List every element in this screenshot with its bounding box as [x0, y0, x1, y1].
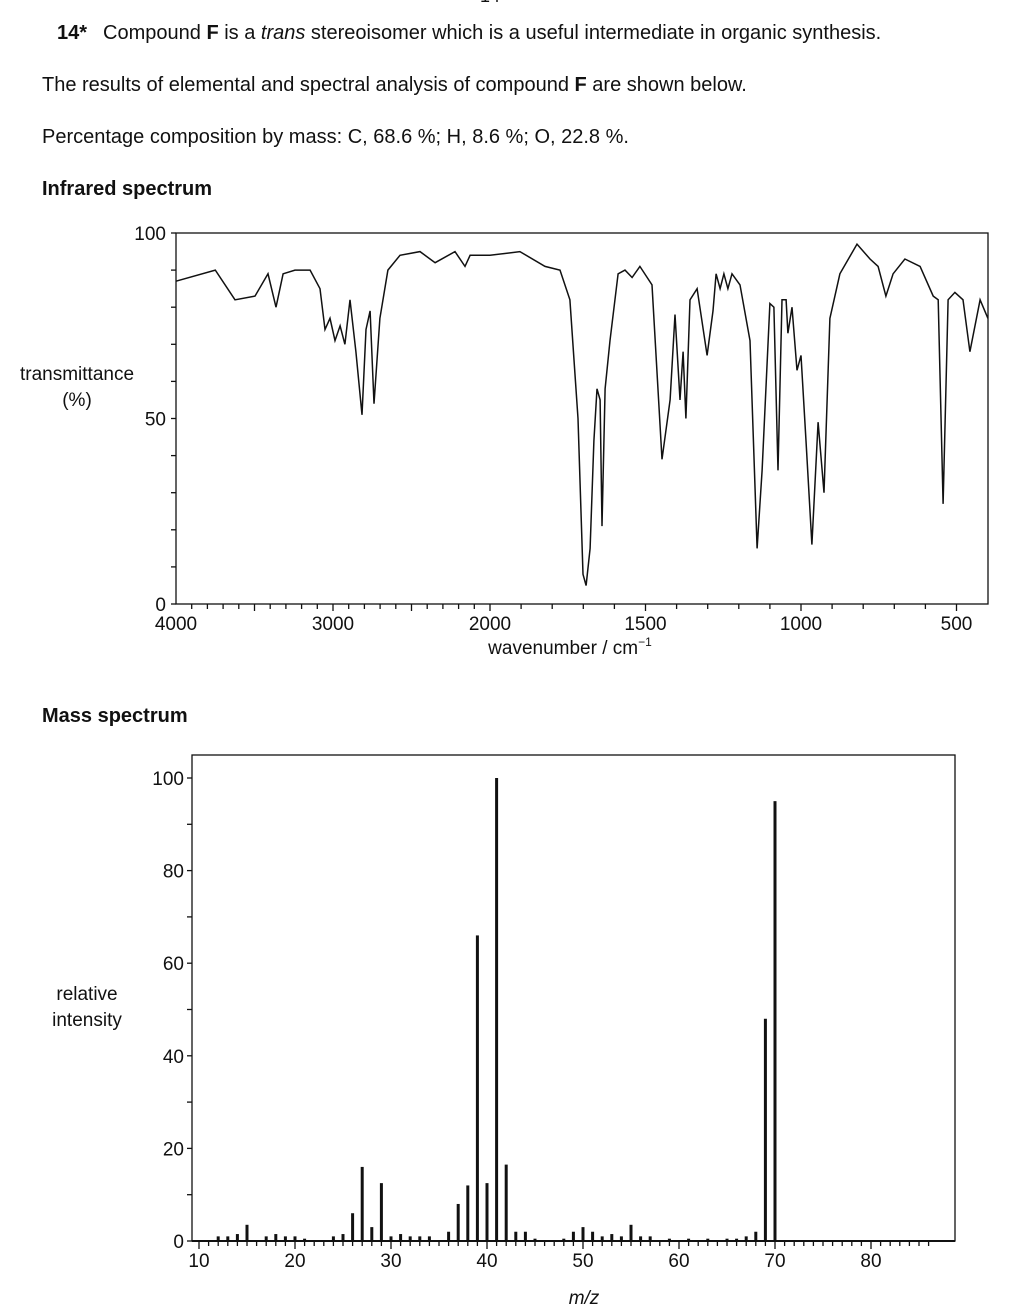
- intro-bold: F: [574, 74, 587, 96]
- q-bold: F: [206, 22, 219, 44]
- ms-x-tick-label: 10: [188, 1251, 209, 1272]
- ir-x-tick-label: 500: [941, 614, 973, 635]
- ir-y-tick-label: 50: [145, 410, 166, 431]
- ir-y-label-unit: (%): [62, 390, 92, 411]
- ms-bar: [639, 1236, 643, 1241]
- ms-bar: [341, 1234, 345, 1241]
- ms-bar: [427, 1236, 431, 1241]
- q-mid: is a: [218, 22, 261, 44]
- ms-x-tick-label: 20: [284, 1251, 305, 1272]
- q-italic: trans: [260, 22, 306, 44]
- ms-bar: [754, 1231, 758, 1241]
- composition: Percentage composition by mass: C, 68.6 …: [42, 126, 629, 148]
- ms-y-tick-label: 80: [163, 862, 184, 883]
- ms-bar: [581, 1227, 585, 1241]
- ms-bar: [283, 1236, 287, 1241]
- ms-bar: [216, 1236, 220, 1241]
- ms-bar: [706, 1238, 710, 1241]
- intro-pre: The results of elemental and spectral an…: [42, 74, 575, 96]
- ms-y-tick-label: 100: [152, 769, 184, 790]
- ms-bar: [514, 1231, 518, 1241]
- ir-y-label: transmittance: [20, 364, 134, 385]
- ir-x-tick-label: 3000: [312, 614, 354, 635]
- ms-y-tick-label: 40: [163, 1047, 184, 1068]
- ms-bar: [629, 1224, 633, 1241]
- ms-bar: [379, 1183, 383, 1241]
- ms-bar: [648, 1236, 652, 1241]
- ms-bar: [456, 1203, 460, 1241]
- ms-bar: [667, 1238, 671, 1241]
- ms-bar: [293, 1236, 297, 1241]
- ms-x-tick-label: 70: [764, 1251, 785, 1272]
- ms-bar: [562, 1238, 566, 1241]
- ir-x-tick-label: 1500: [624, 614, 666, 635]
- ir-spectrum-line: [175, 242, 989, 586]
- ms-bar: [687, 1238, 691, 1241]
- ms-bar: [619, 1236, 623, 1241]
- ms-bar: [763, 1018, 767, 1241]
- ms-y-label: relative: [56, 984, 117, 1005]
- ms-bar: [245, 1224, 249, 1241]
- ir-x-label: wavenumber / cm−1: [487, 635, 652, 659]
- ms-bar: [351, 1213, 355, 1241]
- ms-bar: [495, 778, 499, 1241]
- ms-bar: [744, 1236, 748, 1241]
- ms-bar: [408, 1236, 412, 1241]
- ir-x-tick-label: 2000: [469, 614, 511, 635]
- ms-bar: [485, 1183, 489, 1241]
- ms-x-tick-label: 50: [572, 1251, 593, 1272]
- ms-bar: [303, 1238, 307, 1241]
- ir-x-tick-label: 1000: [780, 614, 822, 635]
- q-post: stereoisomer which is a useful intermedi…: [305, 22, 882, 44]
- ms-bar: [610, 1234, 614, 1241]
- ms-bar: [504, 1164, 508, 1241]
- ms-bar: [773, 801, 777, 1241]
- ms-bar: [264, 1236, 268, 1241]
- ms-bar: [725, 1238, 729, 1241]
- q-pre: Compound: [103, 22, 207, 44]
- ms-bar: [235, 1234, 239, 1241]
- ms-bar: [389, 1236, 393, 1241]
- ir-heading: Infrared spectrum: [42, 178, 213, 200]
- ms-bar: [466, 1185, 470, 1241]
- ms-bar: [533, 1238, 537, 1241]
- ms-x-tick-label: 30: [380, 1251, 401, 1272]
- ms-bar: [226, 1236, 230, 1241]
- ms-x-tick-label: 80: [860, 1251, 881, 1272]
- ms-bar: [591, 1231, 595, 1241]
- ms-bar: [523, 1231, 527, 1241]
- ms-y-tick-label: 60: [163, 954, 184, 975]
- ms-frame: [191, 754, 956, 1242]
- ms-bar: [370, 1227, 374, 1241]
- ir-y-tick-label: 100: [134, 224, 166, 245]
- ms-bar: [600, 1236, 604, 1241]
- ms-y-tick-label: 0: [173, 1232, 184, 1253]
- ms-y-tick-label: 20: [163, 1139, 184, 1160]
- ms-bar: [447, 1231, 451, 1241]
- ms-heading: Mass spectrum: [42, 705, 188, 727]
- ms-x-tick-label: 60: [668, 1251, 689, 1272]
- intro-text: The results of elemental and spectral an…: [42, 74, 747, 97]
- page-number: 14: [480, 0, 500, 7]
- ms-bar: [274, 1234, 278, 1241]
- ms-x-label: m/z: [569, 1288, 600, 1306]
- intro-post: are shown below.: [586, 74, 747, 96]
- ir-y-tick-label: 0: [155, 595, 166, 616]
- ms-bar: [475, 935, 479, 1241]
- question-text: 14* Compound F is a trans stereoisomer wh…: [57, 22, 881, 45]
- ms-y-label-2: intensity: [52, 1010, 122, 1031]
- ir-x-tick-label: 4000: [155, 614, 197, 635]
- ms-bar: [418, 1236, 422, 1241]
- question-number: 14*: [57, 22, 88, 44]
- ms-bar: [735, 1238, 739, 1241]
- ms-x-tick-label: 40: [476, 1251, 497, 1272]
- ms-bar: [399, 1234, 403, 1241]
- ms-bar: [360, 1166, 364, 1241]
- ms-bar: [571, 1231, 575, 1241]
- ms-bar: [331, 1236, 335, 1241]
